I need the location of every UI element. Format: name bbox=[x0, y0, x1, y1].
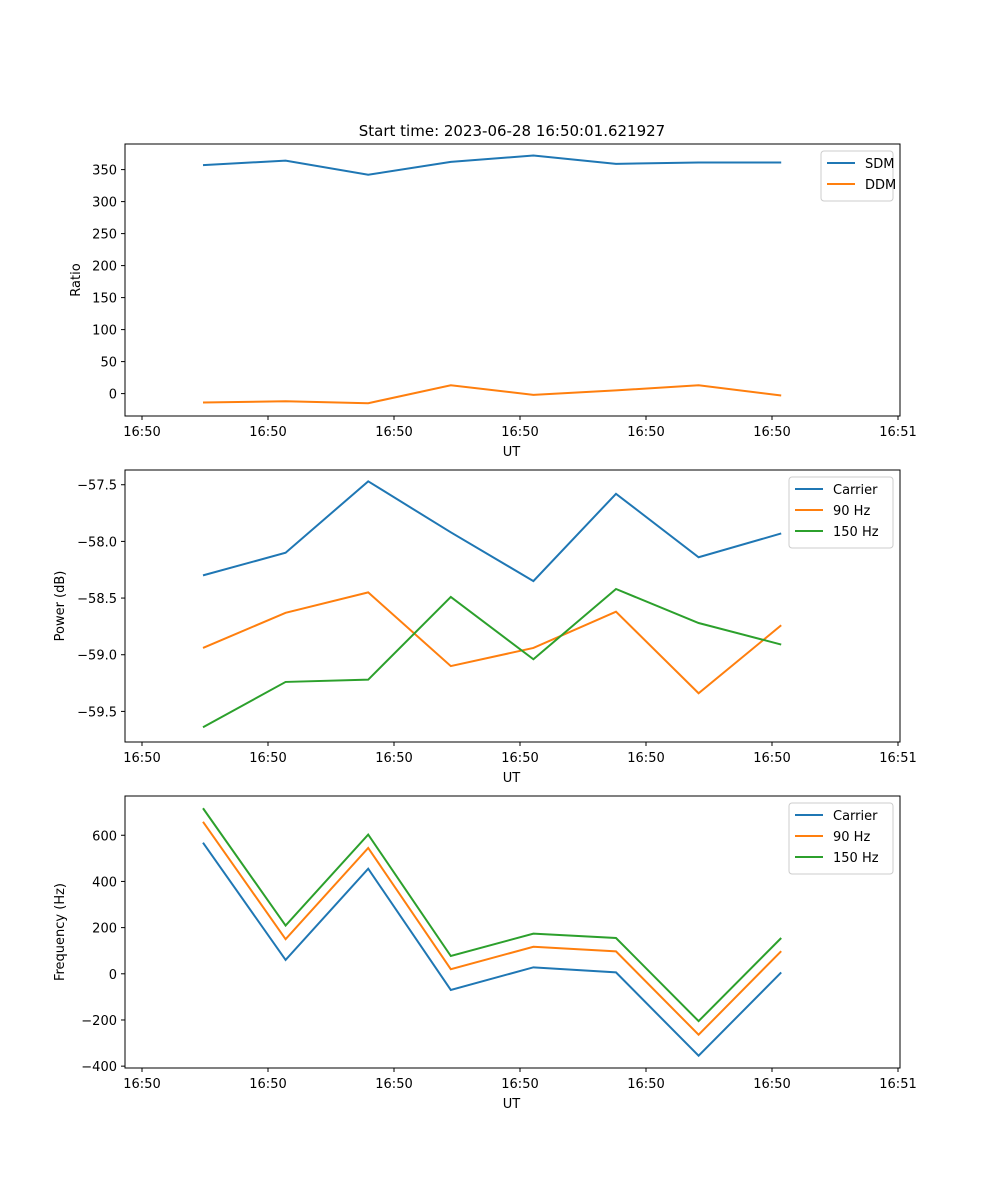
y-axis-ticks: 0 50 100 150 200 250 300 350 bbox=[92, 164, 125, 403]
x-tick-label: 16:50 bbox=[501, 425, 538, 440]
plot-frame bbox=[124, 469, 901, 743]
y-tick-label: 350 bbox=[92, 164, 117, 179]
y-tick-label: 0 bbox=[109, 388, 117, 403]
x-axis-ticks: 16:50 16:50 16:50 16:50 16:50 16:50 16:51 bbox=[123, 1068, 917, 1092]
x-tick-label: 16:50 bbox=[123, 1077, 160, 1092]
x-tick-label: 16:51 bbox=[879, 751, 916, 766]
x-tick-label: 16:50 bbox=[627, 1077, 664, 1092]
x-axis-label: UT bbox=[503, 771, 521, 786]
legend-label: 90 Hz bbox=[833, 830, 870, 845]
x-tick-label: 16:50 bbox=[501, 751, 538, 766]
y-axis-label: Frequency (Hz) bbox=[53, 883, 68, 981]
y-tick-label: 600 bbox=[92, 829, 117, 844]
chart-panel-2: −59.5−59.0−58.5−58.0−57.516:50 16:50 16:50… bbox=[53, 469, 917, 786]
y-tick-label: 250 bbox=[92, 228, 117, 243]
y-tick-label: 50 bbox=[100, 356, 117, 371]
y-tick-label: −200 bbox=[81, 1014, 117, 1029]
x-tick-label: 16:50 bbox=[627, 425, 664, 440]
series-line bbox=[202, 480, 782, 583]
y-tick-label: −57.5 bbox=[77, 479, 117, 494]
y-tick-label: 300 bbox=[92, 196, 117, 211]
legend: SDM DDM bbox=[820, 150, 896, 202]
series-line bbox=[202, 384, 782, 405]
x-tick-label: 16:50 bbox=[501, 1077, 538, 1092]
y-tick-label: −59.5 bbox=[77, 705, 117, 720]
figure-title: Start time: 2023-06-28 16:50:01.621927 bbox=[359, 122, 665, 140]
x-tick-label: 16:50 bbox=[249, 751, 286, 766]
x-tick-label: 16:51 bbox=[879, 1077, 916, 1092]
y-tick-label: −400 bbox=[81, 1060, 117, 1075]
series-sdm bbox=[202, 154, 782, 176]
x-tick-label: 16:50 bbox=[375, 425, 412, 440]
legend-label: Carrier bbox=[833, 809, 878, 824]
y-tick-label: 200 bbox=[92, 260, 117, 275]
legend-label: 150 Hz bbox=[833, 851, 879, 866]
x-tick-label: 16:50 bbox=[375, 751, 412, 766]
x-tick-label: 16:50 bbox=[123, 751, 160, 766]
y-tick-label: −59.0 bbox=[77, 649, 117, 664]
series-90-hz bbox=[202, 821, 782, 1037]
plot-frame bbox=[124, 143, 901, 417]
x-tick-label: 16:50 bbox=[375, 1077, 412, 1092]
x-axis-ticks: 16:50 16:50 16:50 16:50 16:50 16:50 16:51 bbox=[123, 416, 917, 440]
x-tick-label: 16:50 bbox=[249, 1077, 286, 1092]
x-tick-label: 16:50 bbox=[249, 425, 286, 440]
y-tick-label: 100 bbox=[92, 324, 117, 339]
series-150-hz bbox=[202, 807, 782, 1023]
x-tick-label: 16:50 bbox=[123, 425, 160, 440]
series-carrier bbox=[202, 842, 782, 1058]
legend: Carrier 90 Hz 150 Hz bbox=[788, 802, 894, 875]
series-line bbox=[202, 154, 782, 176]
series-line bbox=[202, 591, 782, 695]
series-line bbox=[202, 842, 782, 1058]
legend-label: 90 Hz bbox=[833, 504, 870, 519]
y-axis-label: Ratio bbox=[69, 263, 84, 296]
series-line bbox=[202, 807, 782, 1023]
y-tick-label: 400 bbox=[92, 875, 117, 890]
y-tick-label: 150 bbox=[92, 292, 117, 307]
plot-frame bbox=[124, 795, 901, 1069]
y-axis-ticks: −400 −200 0 200 400 600 bbox=[81, 829, 125, 1075]
series-carrier bbox=[202, 480, 782, 583]
y-tick-label: −58.5 bbox=[77, 592, 117, 607]
series-line bbox=[202, 587, 782, 729]
series-ddm bbox=[202, 384, 782, 405]
x-tick-label: 16:50 bbox=[627, 751, 664, 766]
series-line bbox=[202, 821, 782, 1037]
x-axis-label: UT bbox=[503, 445, 521, 460]
legend-label: 150 Hz bbox=[833, 525, 879, 540]
x-tick-label: 16:50 bbox=[753, 1077, 790, 1092]
legend-label: SDM bbox=[865, 157, 894, 172]
y-tick-label: −58.0 bbox=[77, 535, 117, 550]
y-axis-ticks: −59.5 −59.0 −58.5 −58.0 −57.5 bbox=[77, 479, 125, 720]
x-tick-label: 16:50 bbox=[753, 751, 790, 766]
y-tick-label: 0 bbox=[109, 968, 117, 983]
y-axis-label: Power (dB) bbox=[53, 571, 68, 642]
y-tick-label: 200 bbox=[92, 922, 117, 937]
legend-label: DDM bbox=[865, 178, 896, 193]
x-tick-label: 16:50 bbox=[753, 425, 790, 440]
x-axis-ticks: 16:50 16:50 16:50 16:50 16:50 16:50 16:51 bbox=[123, 742, 917, 766]
legend: Carrier 90 Hz 150 Hz bbox=[788, 476, 894, 549]
series-150-hz bbox=[202, 587, 782, 729]
series-90-hz bbox=[202, 591, 782, 695]
legend-label: Carrier bbox=[833, 483, 878, 498]
x-tick-label: 16:51 bbox=[879, 425, 916, 440]
x-axis-label: UT bbox=[503, 1097, 521, 1112]
